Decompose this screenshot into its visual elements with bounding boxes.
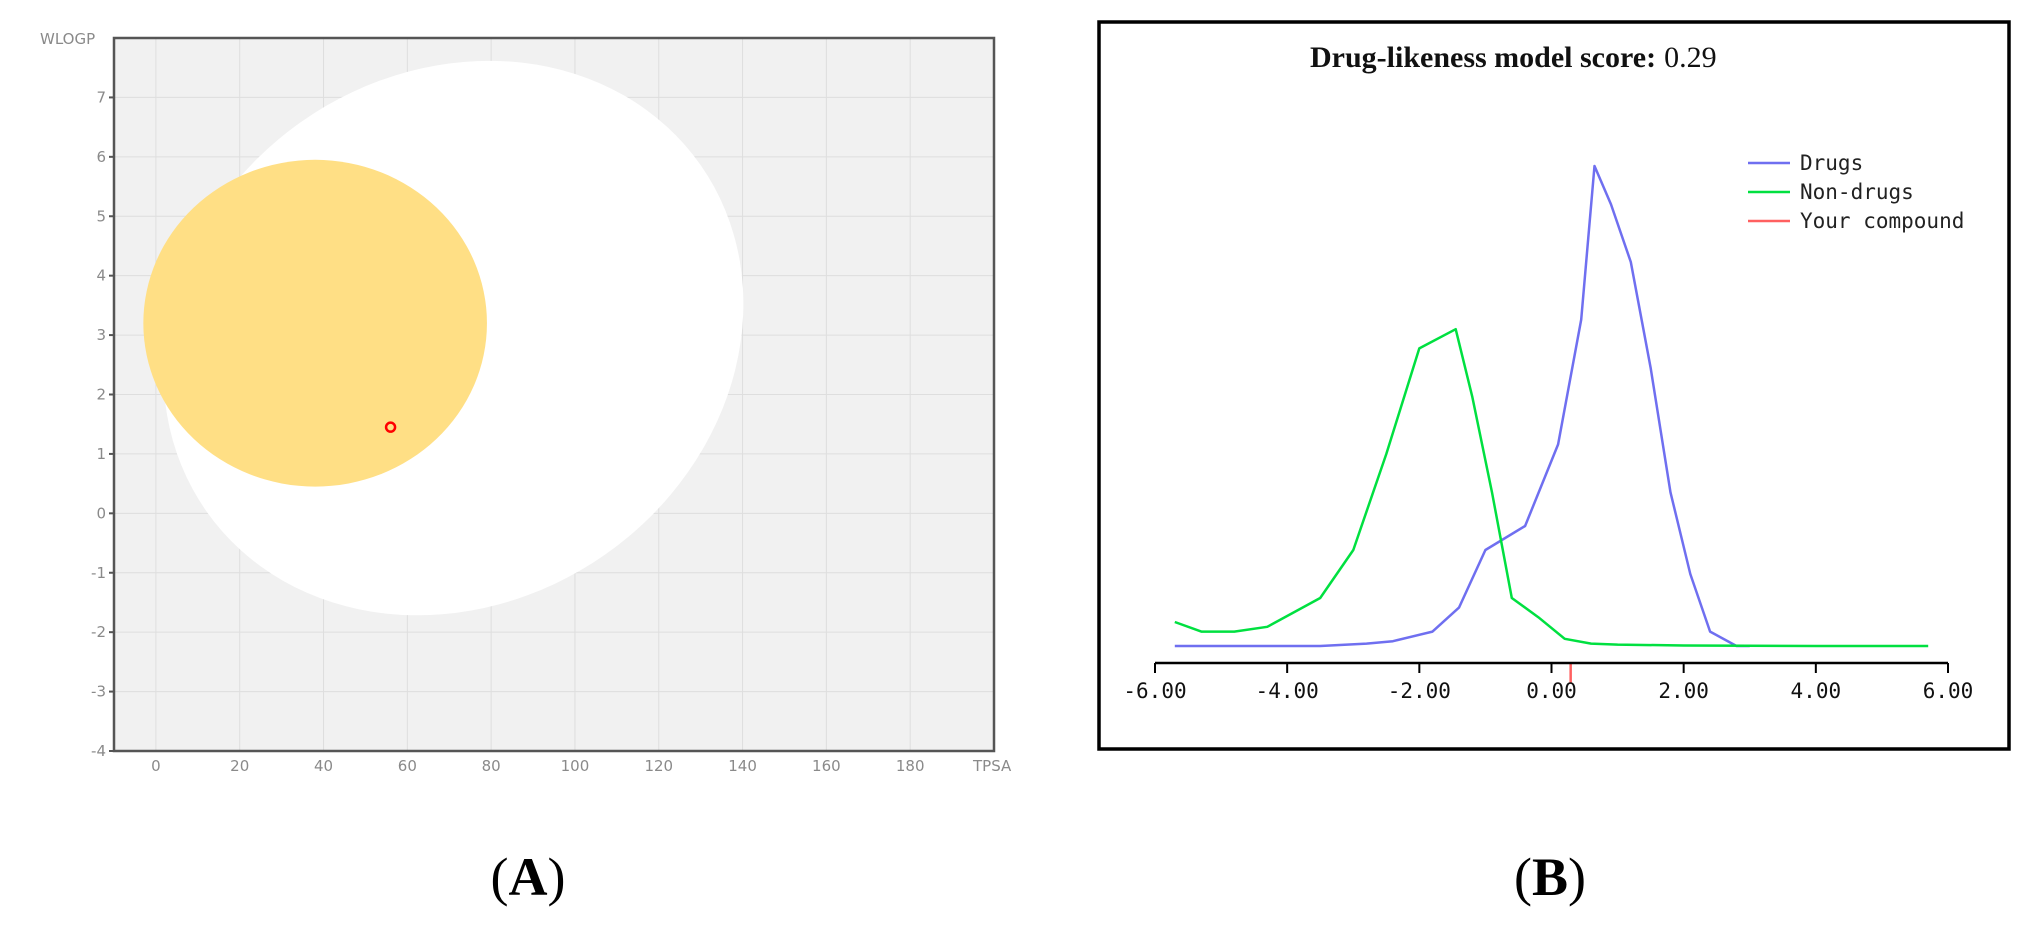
legend-label: Non-drugs <box>1800 180 1914 204</box>
panel-b-frame <box>1097 20 2011 751</box>
panel-b-chart: Drug-likeness model score: 0.29 -6.00 -4.0… <box>1097 20 2011 751</box>
y-tick-label: 1 <box>96 445 106 463</box>
x-tick-label: 40 <box>314 757 333 775</box>
x-tick-label: 60 <box>398 757 417 775</box>
x-tick-label: 0 <box>151 757 161 775</box>
panel-b-x-ticks: -6.00 -4.00 -2.00 0.00 2.00 4.00 6.00 <box>1123 663 1973 703</box>
panel-label-b-letter: B <box>1532 847 1568 907</box>
x-tick-label: 100 <box>561 757 590 775</box>
compound-point <box>384 421 397 433</box>
y-tick-label: 6 <box>96 148 106 166</box>
panel-label-a: (A) <box>491 847 566 907</box>
panel-b-title-score: 0.29 <box>1664 41 1717 74</box>
x-tick-label: 160 <box>812 757 841 775</box>
panel-b-title: Drug-likeness model score: 0.29 <box>1310 41 1717 74</box>
x-tick-label: -2.00 <box>1388 679 1451 703</box>
y-tick-label: 5 <box>96 207 106 225</box>
legend-label: Your compound <box>1800 209 1964 233</box>
x-tick-label: 6.00 <box>1923 679 1974 703</box>
x-tick-label: 80 <box>482 757 501 775</box>
egg-yolk-region <box>143 159 487 487</box>
non-drugs-line <box>1174 327 1929 648</box>
panel-a-y-axis-title: WLOGP <box>40 30 95 48</box>
panel-label-a-open: ( <box>491 847 509 907</box>
legend-label: Drugs <box>1800 151 1863 175</box>
x-tick-label: 120 <box>644 757 673 775</box>
panel-label-b: (B) <box>1514 847 1586 907</box>
y-tick-label: 4 <box>96 267 106 285</box>
x-tick-label: 0.00 <box>1526 679 1577 703</box>
x-tick-label: 2.00 <box>1658 679 1709 703</box>
x-tick-label: 140 <box>728 757 757 775</box>
panel-b-series <box>1174 164 1929 683</box>
panel-label-a-close: ) <box>548 847 566 907</box>
panel-a-y-ticks: -4 -3 -2 -1 0 1 2 3 4 5 6 7 <box>91 88 114 760</box>
panel-a-x-axis-title: TPSA <box>972 757 1012 775</box>
y-tick-label: 0 <box>96 504 106 522</box>
y-tick-label: 3 <box>96 326 106 344</box>
panel-a-chart: 0 20 40 60 80 100 120 140 160 180 -4 -3 -2 -1 0 1 2 3 4 5 6… <box>40 30 1012 775</box>
panel-label-b-open: ( <box>1514 847 1532 907</box>
y-tick-label: -2 <box>91 623 106 641</box>
y-tick-label: -3 <box>91 683 106 701</box>
panel-a-x-ticks: 0 20 40 60 80 100 120 140 160 180 <box>151 757 924 775</box>
y-tick-label: -4 <box>91 742 106 760</box>
panel-label-b-close: ) <box>1568 847 1586 907</box>
x-tick-label: 4.00 <box>1791 679 1842 703</box>
y-tick-label: 2 <box>96 386 106 404</box>
y-tick-label: -1 <box>91 564 106 582</box>
drugs-line <box>1174 164 1750 648</box>
panel-b-title-label: Drug-likeness model score: <box>1310 41 1656 74</box>
x-tick-label: -4.00 <box>1256 679 1319 703</box>
x-tick-label: 20 <box>230 757 249 775</box>
y-tick-label: 7 <box>96 88 106 106</box>
x-tick-label: -6.00 <box>1123 679 1186 703</box>
panel-a-points <box>384 421 397 433</box>
x-tick-label: 180 <box>896 757 925 775</box>
panel-label-a-letter: A <box>509 847 548 907</box>
panel-b-legend: Drugs Non-drugs Your compound <box>1748 151 1964 233</box>
